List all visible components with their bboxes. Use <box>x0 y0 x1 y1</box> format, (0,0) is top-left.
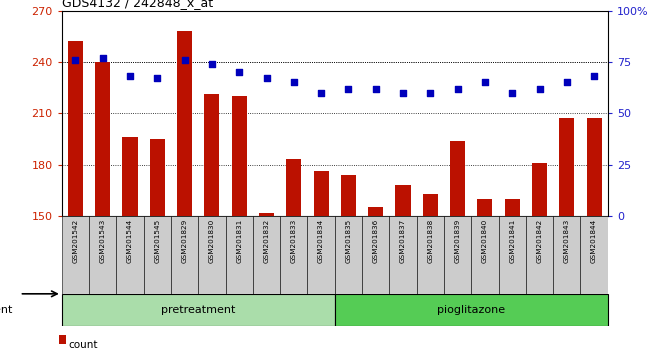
Text: GDS4132 / 242848_x_at: GDS4132 / 242848_x_at <box>62 0 213 10</box>
Bar <box>198 216 226 294</box>
Bar <box>580 216 608 294</box>
Point <box>289 80 299 85</box>
Bar <box>335 216 362 294</box>
Bar <box>389 216 417 294</box>
Text: GSM201833: GSM201833 <box>291 218 297 263</box>
Bar <box>471 216 499 294</box>
Text: pioglitazone: pioglitazone <box>437 305 505 315</box>
Point <box>370 86 381 91</box>
Text: GSM201837: GSM201837 <box>400 218 406 263</box>
Point <box>589 74 599 79</box>
Bar <box>499 216 526 294</box>
Text: GSM201545: GSM201545 <box>154 218 161 263</box>
Point <box>343 86 354 91</box>
Bar <box>368 207 384 216</box>
Bar <box>586 118 602 216</box>
Point <box>398 90 408 96</box>
Bar <box>553 216 580 294</box>
Bar <box>171 216 198 294</box>
Text: GSM201836: GSM201836 <box>372 218 379 263</box>
Text: GSM201544: GSM201544 <box>127 218 133 263</box>
Point <box>125 74 135 79</box>
Bar <box>362 216 389 294</box>
Point <box>562 80 572 85</box>
Bar <box>259 212 274 216</box>
Text: GSM201835: GSM201835 <box>345 218 352 263</box>
Point <box>70 57 81 63</box>
Bar <box>62 216 89 294</box>
Bar <box>450 141 465 216</box>
Text: GSM201832: GSM201832 <box>263 218 270 263</box>
Bar <box>477 199 493 216</box>
Text: GSM201543: GSM201543 <box>99 218 106 263</box>
Bar <box>150 139 165 216</box>
Text: GSM201834: GSM201834 <box>318 218 324 263</box>
Bar <box>89 216 116 294</box>
Text: GSM201842: GSM201842 <box>536 218 543 263</box>
Text: GSM201838: GSM201838 <box>427 218 434 263</box>
Bar <box>313 171 329 216</box>
Bar <box>422 194 438 216</box>
Bar <box>177 31 192 216</box>
Bar <box>280 216 307 294</box>
Point <box>152 75 162 81</box>
Text: GSM201830: GSM201830 <box>209 218 215 263</box>
Point <box>452 86 463 91</box>
Bar <box>144 216 171 294</box>
Bar <box>526 216 553 294</box>
Bar <box>95 62 110 216</box>
Point <box>207 61 217 67</box>
Text: GSM201840: GSM201840 <box>482 218 488 263</box>
Point <box>234 69 244 75</box>
Point <box>534 86 545 91</box>
Bar <box>395 185 411 216</box>
Bar <box>231 96 247 216</box>
Bar <box>504 199 520 216</box>
Point <box>480 80 490 85</box>
Text: count: count <box>68 340 98 350</box>
Text: GSM201841: GSM201841 <box>509 218 515 263</box>
Bar <box>68 41 83 216</box>
Bar <box>444 216 471 294</box>
Bar <box>286 159 302 216</box>
Bar <box>226 216 253 294</box>
Bar <box>307 216 335 294</box>
Bar <box>559 118 575 216</box>
Point <box>179 57 190 63</box>
Bar <box>116 216 144 294</box>
Bar <box>417 216 444 294</box>
Point <box>425 90 436 96</box>
Point <box>507 90 517 96</box>
Text: GSM201843: GSM201843 <box>564 218 570 263</box>
Point <box>316 90 326 96</box>
Bar <box>204 95 220 216</box>
Text: GSM201839: GSM201839 <box>454 218 461 263</box>
Text: pretreatment: pretreatment <box>161 305 235 315</box>
Text: GSM201542: GSM201542 <box>72 218 79 263</box>
Point <box>261 75 272 81</box>
Bar <box>253 216 280 294</box>
Text: GSM201829: GSM201829 <box>181 218 188 263</box>
Bar <box>62 294 335 326</box>
Bar <box>122 137 138 216</box>
Point <box>98 55 108 61</box>
Text: agent: agent <box>0 305 13 315</box>
Text: GSM201844: GSM201844 <box>591 218 597 263</box>
Bar <box>532 163 547 216</box>
Bar <box>341 175 356 216</box>
Text: GSM201831: GSM201831 <box>236 218 242 263</box>
Bar <box>335 294 608 326</box>
